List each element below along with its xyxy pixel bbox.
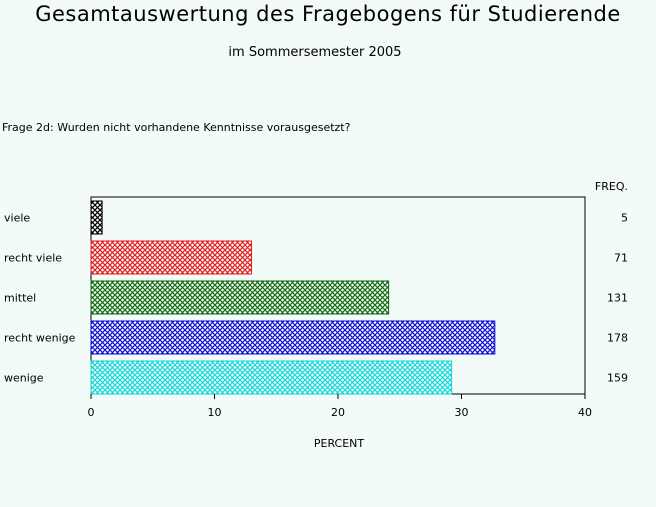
x-tick-label: 30 bbox=[455, 406, 469, 419]
bar-wenige bbox=[90, 360, 453, 395]
freq-value: 131 bbox=[607, 292, 628, 305]
x-tick-label: 0 bbox=[88, 406, 95, 419]
freq-value: 178 bbox=[607, 332, 628, 345]
freq-value: 71 bbox=[614, 252, 628, 265]
x-tick-label: 40 bbox=[578, 406, 592, 419]
question-text: Frage 2d: Wurden nicht vorhandene Kenntn… bbox=[2, 121, 351, 134]
x-tick-label: 20 bbox=[331, 406, 345, 419]
x-axis-label: PERCENT bbox=[314, 437, 365, 450]
chart-subtitle: im Sommersemester 2005 bbox=[228, 45, 402, 60]
x-tick-label: 10 bbox=[208, 406, 222, 419]
freq-value: 159 bbox=[607, 372, 628, 385]
category-label: wenige bbox=[4, 372, 44, 385]
category-label: mittel bbox=[4, 292, 36, 305]
bar-viele bbox=[90, 200, 103, 235]
chart-title: Gesamtauswertung des Fragebogens für Stu… bbox=[35, 2, 621, 26]
category-label: recht wenige bbox=[4, 332, 76, 345]
category-label: viele bbox=[4, 212, 30, 225]
freq-header: FREQ. bbox=[595, 180, 628, 193]
bar-recht-wenige bbox=[90, 320, 496, 355]
category-label: recht viele bbox=[4, 252, 62, 265]
bar-mittel bbox=[90, 280, 390, 315]
bar-recht-viele bbox=[90, 240, 253, 275]
freq-value: 5 bbox=[621, 212, 628, 225]
